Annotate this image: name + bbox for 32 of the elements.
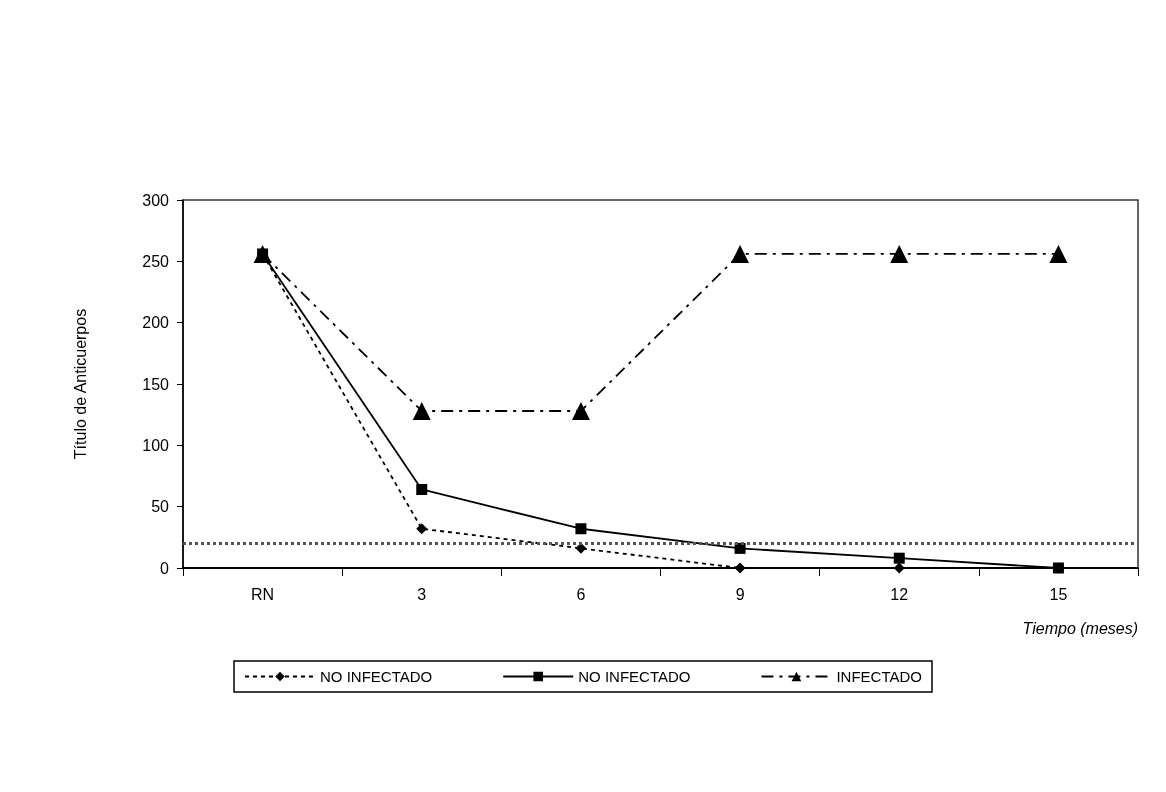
point xyxy=(416,483,428,495)
x-tick-label: RN xyxy=(251,585,275,603)
y-tick-label: 200 xyxy=(142,314,170,332)
y-tick-label: 0 xyxy=(160,559,170,577)
point xyxy=(734,562,746,574)
legend-label: INFECTADO xyxy=(836,668,923,685)
point xyxy=(1052,562,1064,574)
point xyxy=(412,401,431,420)
y-tick-label: 250 xyxy=(142,252,170,270)
x-tick-label: 15 xyxy=(1049,585,1068,603)
point xyxy=(734,542,746,554)
point xyxy=(1049,244,1068,263)
y-tick-label: 150 xyxy=(142,375,170,393)
x-axis-title: Tiempo (meses) xyxy=(1022,619,1138,637)
y-axis-title: Título de Anticuerpos xyxy=(71,308,89,460)
y-tick-label: 300 xyxy=(142,191,170,209)
point xyxy=(893,562,905,574)
point xyxy=(890,244,909,263)
x-tick-label: 9 xyxy=(735,585,745,603)
point xyxy=(253,244,272,263)
point xyxy=(571,401,590,420)
point xyxy=(893,552,905,564)
y-tick-label: 50 xyxy=(151,498,170,516)
point xyxy=(731,244,750,263)
x-tick-label: 3 xyxy=(417,585,427,603)
legend-label: NO INFECTADO xyxy=(578,668,691,685)
point xyxy=(575,523,587,535)
y-tick-label: 100 xyxy=(142,436,170,454)
x-tick-label: 6 xyxy=(576,585,586,603)
x-tick-label: 12 xyxy=(890,585,909,603)
point xyxy=(416,523,428,535)
legend-label: NO INFECTADO xyxy=(320,668,433,685)
